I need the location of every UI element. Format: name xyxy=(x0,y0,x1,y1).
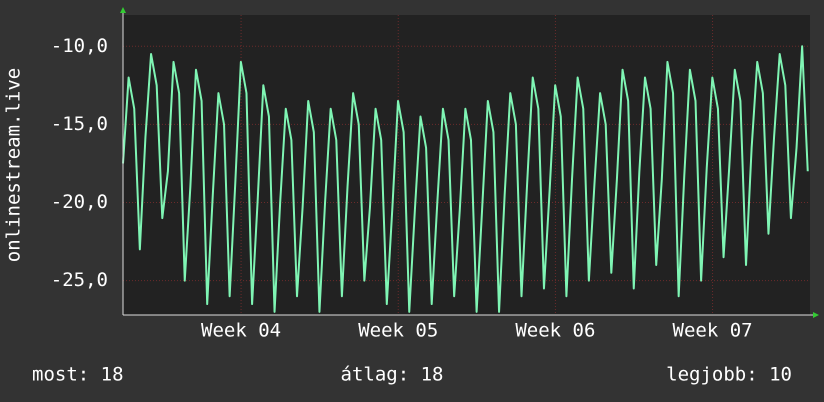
x-tick-label: Week 07 xyxy=(673,320,753,342)
y-tick-label: -15,0 xyxy=(51,113,108,135)
footer-current: most: 18 xyxy=(32,364,124,386)
y-tick-label: -20,0 xyxy=(51,191,108,213)
x-tick-label: Week 05 xyxy=(358,320,438,342)
y-tick-label: -25,0 xyxy=(51,269,108,291)
plot-area xyxy=(123,15,810,315)
x-arrow xyxy=(813,312,819,318)
x-tick-label: Week 04 xyxy=(201,320,281,342)
data-line xyxy=(122,45,809,313)
y-arrow xyxy=(120,7,126,13)
y-axis-label: onlinestream.live xyxy=(3,68,25,262)
y-tick-label: -10,0 xyxy=(51,35,108,57)
footer-average: átlag: 18 xyxy=(341,364,444,386)
footer-best: legjobb: 10 xyxy=(666,364,792,386)
lines xyxy=(122,45,809,313)
x-tick-label: Week 06 xyxy=(515,320,595,342)
